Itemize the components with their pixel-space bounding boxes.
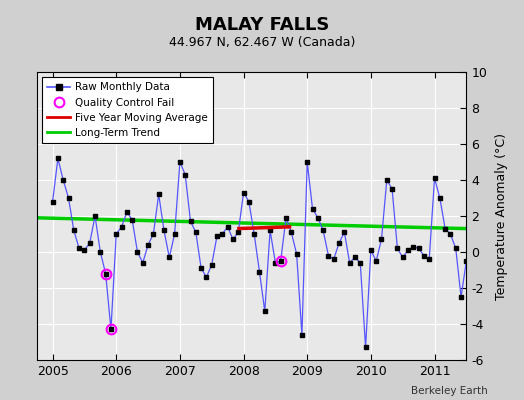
Text: Berkeley Earth: Berkeley Earth [411, 386, 487, 396]
Y-axis label: Temperature Anomaly (°C): Temperature Anomaly (°C) [495, 132, 508, 300]
Text: MALAY FALLS: MALAY FALLS [195, 16, 329, 34]
Legend: Raw Monthly Data, Quality Control Fail, Five Year Moving Average, Long-Term Tren: Raw Monthly Data, Quality Control Fail, … [42, 77, 213, 143]
Text: 44.967 N, 62.467 W (Canada): 44.967 N, 62.467 W (Canada) [169, 36, 355, 49]
